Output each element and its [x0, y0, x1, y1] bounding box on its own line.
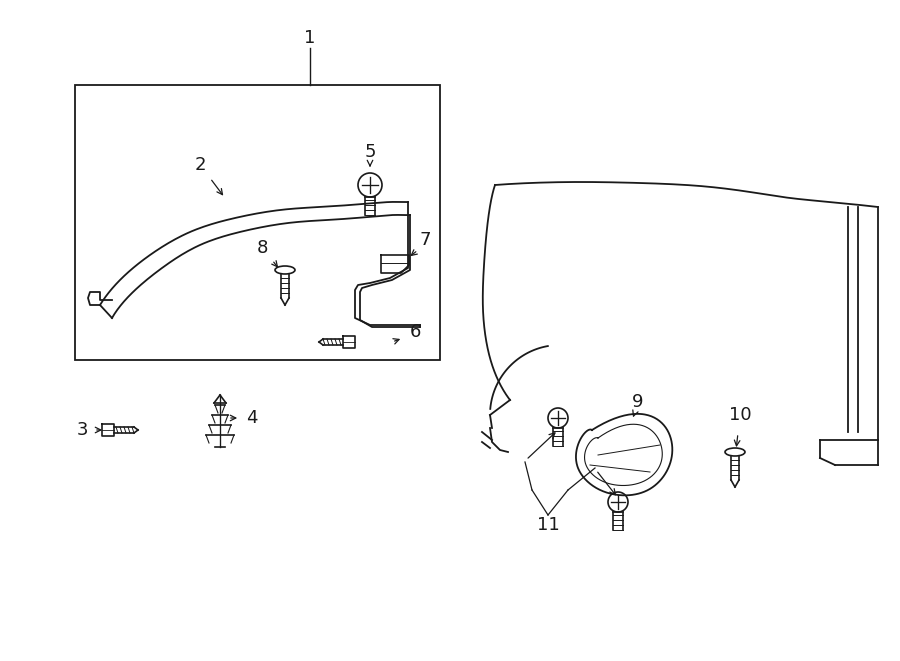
Text: 4: 4	[247, 409, 257, 427]
Text: 1: 1	[304, 29, 316, 47]
Text: 2: 2	[194, 156, 206, 174]
Text: 8: 8	[256, 239, 267, 257]
Text: 6: 6	[410, 323, 420, 341]
Text: 11: 11	[536, 516, 560, 534]
Bar	[75, 85, 440, 360]
Text: 7: 7	[419, 231, 431, 249]
Text: 9: 9	[632, 393, 644, 411]
Text: 10: 10	[729, 406, 751, 424]
Text: 5: 5	[364, 143, 376, 161]
Text: 3: 3	[76, 421, 88, 439]
